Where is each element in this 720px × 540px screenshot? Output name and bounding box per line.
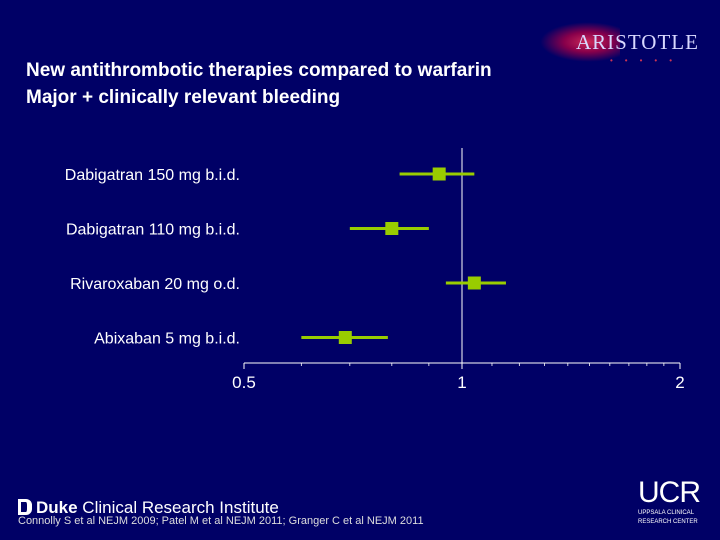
row-label: Dabigatran 110 mg b.i.d. (66, 222, 240, 239)
ucr-line-1: UPPSALA CLINICAL (638, 510, 695, 516)
estimate-marker (338, 331, 352, 344)
logo-dots-icon: ••••• (610, 56, 685, 65)
row-label: Abixaban 5 mg b.i.d. (94, 331, 240, 348)
citation-text: Connolly S et al NEJM 2009; Patel M et a… (18, 515, 424, 527)
estimate-marker (432, 167, 446, 181)
aristotle-logo: ARISTOTLE ••••• (540, 22, 710, 70)
duke-institute-name: Clinical Research Institute (77, 498, 279, 517)
estimate-marker (467, 276, 481, 290)
row-label: Rivaroxaban 20 mg o.d. (70, 276, 240, 293)
slide-title-block: New antithrombotic therapies compared to… (26, 57, 492, 111)
ucr-logo-text: UCR (638, 476, 701, 509)
estimate-marker (385, 222, 399, 235)
slide-title: New antithrombotic therapies compared to… (26, 60, 492, 81)
x-tick-label: 0.5 (232, 373, 256, 392)
logo-swoosh-icon (540, 22, 620, 62)
duke-institute-logo: Duke Clinical Research Institute (18, 498, 279, 518)
row-label: Dabigatran 150 mg b.i.d. (65, 167, 240, 184)
ucr-line-2: RESEARCH CENTER (638, 519, 698, 525)
duke-d-icon (18, 499, 32, 515)
x-tick-label: 2 (675, 373, 684, 392)
logo-text: ARISTOTLE (576, 30, 699, 54)
x-tick-label: 1 (457, 373, 466, 392)
ucr-logo: UCR UPPSALA CLINICAL RESEARCH CENTER (638, 478, 710, 526)
slide-subtitle: Major + clinically relevant bleeding (26, 87, 341, 108)
duke-name: Duke (36, 498, 78, 517)
